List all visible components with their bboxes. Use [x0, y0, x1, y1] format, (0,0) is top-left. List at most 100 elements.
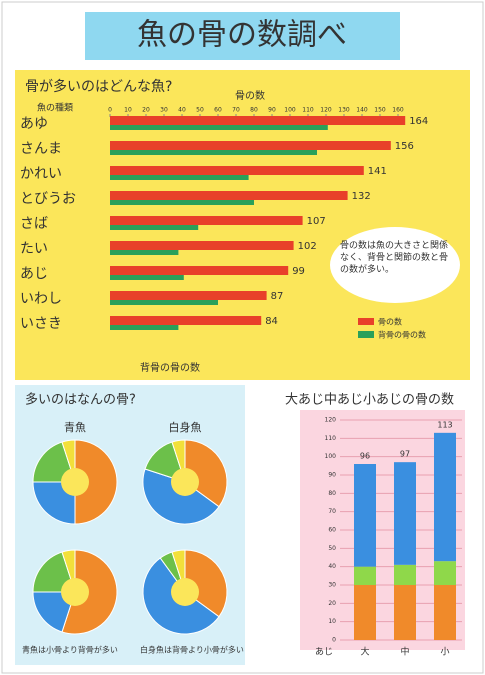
y-tick-label: 30: [328, 582, 336, 589]
x-tick-label: 140: [356, 107, 368, 114]
bar: [110, 291, 267, 300]
legend-swatch: [358, 318, 374, 325]
section-title: 多いのはなんの骨?: [25, 392, 136, 408]
x-tick-label: 110: [302, 107, 314, 114]
section-title: 大あじ中あじ小あじの骨の数: [285, 393, 454, 408]
x-tick-label: 100: [284, 107, 296, 114]
category-label: たい: [20, 241, 48, 257]
bar-segment: [354, 464, 376, 567]
bar: [110, 325, 178, 330]
pie-center: [171, 468, 199, 496]
value-label: 164: [409, 116, 428, 127]
category-label: いわし: [20, 291, 62, 307]
bar-segment: [354, 567, 376, 585]
poster: 魚の骨の数調べ 骨が多いのはどんな魚? 魚の種類 骨の数 背骨の骨の数 骨の数は…: [0, 0, 485, 675]
bar: [110, 225, 198, 230]
note-text: 骨の数は魚の大きさと関係なく、背骨と関節の数と骨の数が多い。: [340, 240, 450, 276]
y-tick-label: 10: [328, 618, 336, 625]
legend-label: 背骨の骨の数: [378, 330, 426, 340]
legend-swatch: [358, 331, 374, 338]
x-tick-label: 大: [360, 646, 369, 658]
bar-segment: [354, 585, 376, 640]
bar: [110, 141, 391, 150]
x-tick-label: 130: [338, 107, 350, 114]
y-tick-label: 70: [328, 508, 336, 515]
x-tick-label: 150: [374, 107, 386, 114]
x-tick-label: 40: [178, 107, 186, 114]
bar: [110, 316, 261, 325]
pie-center: [61, 578, 89, 606]
x-tick-label: 70: [232, 107, 240, 114]
note: 骨の数は魚の大きさと関係なく、背骨と関節の数と骨の数が多い。: [340, 240, 450, 295]
bar: [110, 200, 254, 205]
legend-label: 骨の数: [378, 317, 402, 327]
x-tick-label: 60: [214, 107, 222, 114]
x-tick-label: 中: [400, 646, 409, 658]
x-tick-label: 80: [250, 107, 258, 114]
bar: [110, 125, 328, 130]
y-tick-label: 110: [325, 435, 337, 442]
bar: [110, 191, 348, 200]
value-label: 99: [292, 266, 305, 277]
value-label: 102: [298, 241, 317, 252]
x-tick-label: 120: [320, 107, 332, 114]
bar: [110, 166, 364, 175]
total-label: 97: [400, 450, 410, 459]
pie-note: 白身魚は背骨より小骨が多い: [140, 645, 244, 655]
bar: [110, 300, 218, 305]
bar: [110, 275, 184, 280]
x-tick-label: 0: [108, 107, 112, 114]
total-label: 113: [437, 420, 452, 429]
bottom-label: 背骨の骨の数: [140, 361, 200, 374]
x-tick-label: 10: [124, 107, 132, 114]
total-label: 96: [360, 452, 370, 461]
bar-segment: [394, 565, 416, 585]
category-label: あゆ: [20, 116, 48, 132]
y-tick-label: 100: [325, 453, 337, 460]
category-label: あじ: [20, 266, 48, 282]
x-tick-label: 90: [268, 107, 276, 114]
group-label: 青魚: [64, 421, 86, 434]
pie-center: [171, 578, 199, 606]
y-tick-label: 90: [328, 472, 336, 479]
value-label: 107: [307, 216, 326, 227]
bar: [110, 175, 249, 180]
y-tick-label: 20: [328, 600, 336, 607]
section-title: 骨が多いのはどんな魚?: [25, 78, 172, 95]
bar: [110, 216, 303, 225]
x-tick-label: 50: [196, 107, 204, 114]
bar: [110, 241, 294, 250]
title: 魚の骨の数調べ: [137, 18, 347, 53]
x-tick-label: 小: [440, 647, 449, 658]
value-label: 141: [368, 166, 387, 177]
y-tick-label: 60: [328, 527, 336, 534]
y-tick-label: 0: [332, 637, 336, 644]
bar: [110, 250, 178, 255]
x-label: あじ: [315, 647, 333, 658]
pie-center: [61, 468, 89, 496]
value-label: 84: [265, 316, 278, 327]
bar-segment: [434, 561, 456, 585]
bar: [110, 266, 288, 275]
group-label: 白身魚: [169, 420, 202, 434]
axis-title: 骨の数: [235, 89, 265, 102]
bar-segment: [434, 433, 456, 561]
category-header: 魚の種類: [37, 102, 73, 114]
category-label: とびうお: [20, 191, 76, 207]
pie-note: 青魚は小骨より背骨が多い: [22, 645, 118, 655]
y-tick-label: 40: [328, 563, 336, 570]
category-label: さば: [20, 216, 48, 232]
bar-segment: [394, 585, 416, 640]
value-label: 156: [395, 141, 414, 152]
bar-segment: [394, 462, 416, 565]
x-tick-label: 20: [142, 107, 150, 114]
value-label: 87: [271, 291, 284, 302]
value-label: 132: [352, 191, 371, 202]
category-label: いさき: [20, 316, 62, 332]
category-label: さんま: [20, 141, 62, 157]
x-tick-label: 30: [160, 107, 168, 114]
bar: [110, 116, 405, 125]
bar-segment: [434, 585, 456, 640]
y-tick-label: 50: [328, 545, 336, 552]
category-label: かれい: [20, 166, 62, 182]
